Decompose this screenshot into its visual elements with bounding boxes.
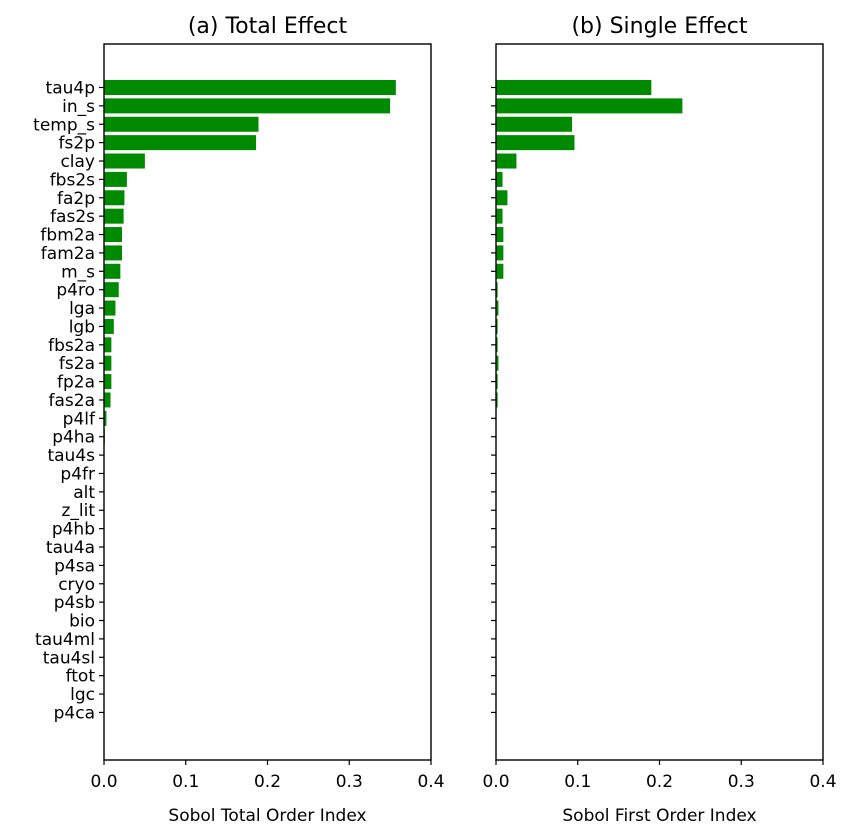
category-label-p4lf: p4lf [63,409,96,429]
category-label-in_s: in_s [62,97,95,117]
bar-fbm2a [496,227,504,243]
bar-p4ro [496,282,498,298]
category-label-fbs2a: fbs2a [48,336,95,356]
panel-title: (a) Total Effect [188,14,348,39]
x-axis-label: Sobol First Order Index [562,806,756,826]
category-label-lgb: lgb [69,317,95,337]
category-label-fam2a: fam2a [41,244,95,264]
plot-frame [103,43,432,761]
bar-p4lf [104,410,107,426]
bar-p4ro [104,282,119,298]
bar-fs2a [496,355,499,371]
x-tick-label: 0.1 [172,772,199,792]
category-label-fbs2s: fbs2s [50,170,95,190]
category-label-fa2p: fa2p [57,189,95,209]
bar-clay [104,153,145,169]
category-label-lga: lga [69,299,95,319]
bar-fa2p [104,190,125,206]
category-label-fas2s: fas2s [50,207,95,227]
category-label-lgc: lgc [70,685,95,705]
bar-lgb [496,318,498,334]
category-label-tau4s: tau4s [47,446,95,466]
category-label-p4hb: p4hb [52,520,95,540]
plot-frame [495,43,824,761]
category-label-fp2a: fp2a [57,373,95,393]
category-label-cryo: cryo [58,575,95,595]
bar-m_s [104,263,121,279]
x-tick-label: 0.1 [564,772,591,792]
x-axis-label: Sobol Total Order Index [168,806,366,826]
category-label-tau4p: tau4p [46,79,95,99]
category-label-fs2a: fs2a [59,354,95,374]
category-label-m_s: m_s [61,262,95,282]
category-label-p4fr: p4fr [60,464,95,484]
category-label-p4ro: p4ro [56,281,95,301]
category-label-fas2a: fas2a [49,391,96,411]
category-label-clay: clay [60,152,95,172]
x-tick-label: 0.2 [254,772,281,792]
bar-temp_s [104,116,259,132]
bar-fs2p [496,135,575,151]
bar-fam2a [496,245,504,261]
bar-clay [496,153,517,169]
panel-title: (b) Single Effect [571,14,747,39]
bar-fa2p [496,190,508,206]
bar-fs2a [104,355,112,371]
x-tick-label: 0.4 [809,772,836,792]
category-label-fbm2a: fbm2a [40,226,95,246]
x-tick-label: 0.2 [646,772,673,792]
bar-lga [496,300,499,316]
bar-temp_s [496,116,573,132]
bar-fbs2a [496,337,498,353]
x-tick-label: 0.0 [90,772,117,792]
bar-fbs2s [104,171,127,187]
bar-fam2a [104,245,122,261]
category-label-ftot: ftot [66,667,96,687]
bar-fas2s [496,208,503,224]
bar-fbm2a [104,227,122,243]
bar-m_s [496,263,504,279]
bar-fp2a [104,374,112,390]
bar-fbs2a [104,337,112,353]
bar-fas2a [496,392,498,408]
category-label-alt: alt [73,483,95,503]
bar-fp2a [496,374,498,390]
category-label-tau4ml: tau4ml [35,630,95,650]
x-tick-label: 0.3 [728,772,755,792]
category-label-p4ha: p4ha [52,428,95,448]
category-label-tau4a: tau4a [46,538,95,558]
bar-fbs2s [496,171,503,187]
x-tick-label: 0.4 [417,772,444,792]
category-label-tau4sl: tau4sl [43,648,95,668]
bar-lga [104,300,116,316]
bar-fas2a [104,392,111,408]
category-label-p4sa: p4sa [54,556,95,576]
bar-in_s [496,98,683,114]
category-label-p4ca: p4ca [54,703,95,723]
bar-lgb [104,318,114,334]
category-label-temp_s: temp_s [33,115,95,135]
bar-fas2s [104,208,124,224]
x-tick-label: 0.0 [482,772,509,792]
x-tick-label: 0.3 [336,772,363,792]
category-label-bio: bio [69,612,95,632]
bar-tau4p [104,80,396,95]
category-label-fs2p: fs2p [59,134,95,154]
category-label-p4sb: p4sb [54,593,95,613]
bar-tau4p [496,80,652,95]
bar-fs2p [104,135,257,151]
bar-in_s [104,98,391,114]
category-label-z_lit: z_lit [61,501,95,521]
